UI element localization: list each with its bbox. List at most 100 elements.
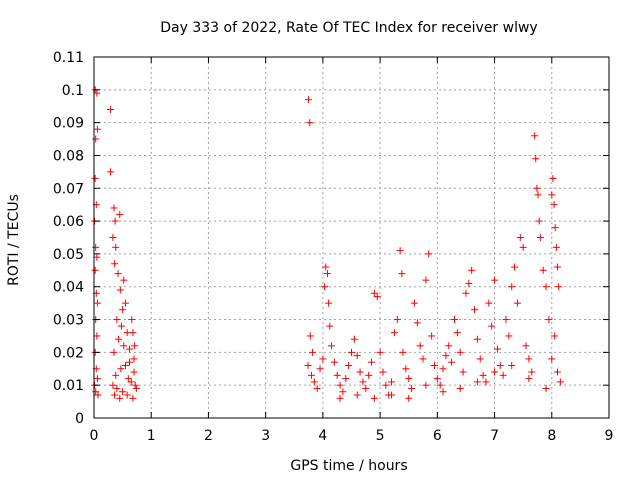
data-point: [554, 368, 561, 376]
data-point: [405, 394, 413, 402]
data-point: [120, 276, 128, 284]
x-tick-label: 6: [433, 428, 442, 444]
data-point: [93, 299, 101, 307]
data-point: [413, 319, 421, 327]
data-point: [129, 329, 137, 337]
data-point: [91, 266, 99, 274]
data-point: [121, 299, 129, 307]
data-point: [310, 378, 318, 386]
data-point: [554, 263, 561, 271]
data-point: [479, 371, 487, 379]
x-tick-label: 8: [547, 428, 556, 444]
data-point: [309, 348, 317, 356]
data-point: [439, 365, 447, 373]
data-point: [111, 391, 119, 399]
data-point: [555, 283, 563, 291]
data-point: [131, 342, 139, 350]
data-point: [322, 263, 330, 271]
data-point: [307, 371, 315, 379]
data-point: [545, 316, 553, 324]
data-point: [505, 332, 513, 340]
data-point: [388, 391, 396, 399]
data-point: [542, 283, 550, 291]
data-point: [117, 365, 125, 373]
data-point: [93, 332, 101, 340]
data-point: [388, 378, 396, 386]
data-point: [125, 358, 133, 366]
data-point: [92, 135, 100, 143]
data-point: [416, 342, 424, 350]
x-tick-label: 0: [90, 428, 99, 444]
data-point: [110, 204, 118, 212]
data-point: [376, 348, 384, 356]
data-point: [120, 342, 128, 350]
data-point: [113, 384, 121, 392]
data-point: [448, 358, 456, 366]
data-point: [382, 381, 390, 389]
data-point: [485, 299, 493, 307]
data-point: [325, 299, 333, 307]
data-point: [110, 348, 118, 356]
data-point: [348, 348, 355, 356]
x-tick-label: 1: [147, 428, 156, 444]
data-point: [551, 224, 559, 232]
data-point: [121, 361, 129, 369]
data-point: [111, 217, 119, 225]
data-point: [556, 378, 564, 386]
data-point: [107, 106, 115, 114]
data-point: [528, 368, 536, 376]
data-point: [471, 306, 479, 314]
data-point: [548, 191, 556, 199]
data-point: [370, 289, 378, 297]
data-point: [531, 132, 539, 140]
data-point: [408, 384, 416, 392]
y-tick-label: 0: [75, 411, 84, 427]
data-point: [323, 270, 331, 278]
data-point: [519, 243, 527, 251]
data-point: [306, 332, 314, 340]
y-tick-labels: 0 0.01 0.02 0.03 0.04 0.05 0.06 0.07 0.08 0.09 0.1…: [53, 50, 84, 427]
data-point: [473, 335, 481, 343]
data-point: [114, 270, 122, 278]
data-point: [339, 388, 347, 396]
data-point: [350, 335, 358, 343]
data-point: [321, 283, 329, 291]
data-point: [113, 316, 121, 324]
x-tick-label: 5: [376, 428, 385, 444]
data-point: [128, 316, 136, 324]
data-point: [336, 381, 344, 389]
data-point: [127, 378, 135, 386]
data-point: [445, 342, 453, 350]
data-point: [491, 368, 499, 376]
y-tick-label: 0.09: [53, 116, 84, 132]
data-point: [123, 391, 131, 399]
data-point: [422, 276, 430, 284]
data-point: [502, 316, 510, 324]
data-point: [91, 174, 99, 182]
data-point: [333, 371, 341, 379]
y-tick-label: 0.1: [62, 83, 84, 99]
data-point: [552, 243, 560, 251]
data-point: [359, 378, 367, 386]
data-point: [456, 348, 464, 356]
y-tick-label: 0.03: [53, 313, 84, 329]
data-point: [433, 375, 441, 383]
data-point: [451, 316, 458, 324]
data-point: [399, 348, 407, 356]
data-point: [93, 125, 101, 133]
data-point: [93, 253, 101, 261]
data-point: [93, 89, 101, 97]
data-point: [535, 217, 543, 225]
data-point: [468, 266, 476, 274]
data-point: [353, 391, 361, 399]
data-point: [116, 394, 124, 402]
data-point: [131, 381, 139, 389]
axes: [93, 56, 610, 419]
data-point: [313, 384, 321, 392]
data-point: [536, 234, 544, 241]
data-point: [129, 394, 137, 402]
data-point: [533, 184, 541, 192]
y-tick-label: 0.07: [53, 181, 84, 197]
data-point: [516, 234, 524, 241]
data-point: [370, 394, 378, 402]
